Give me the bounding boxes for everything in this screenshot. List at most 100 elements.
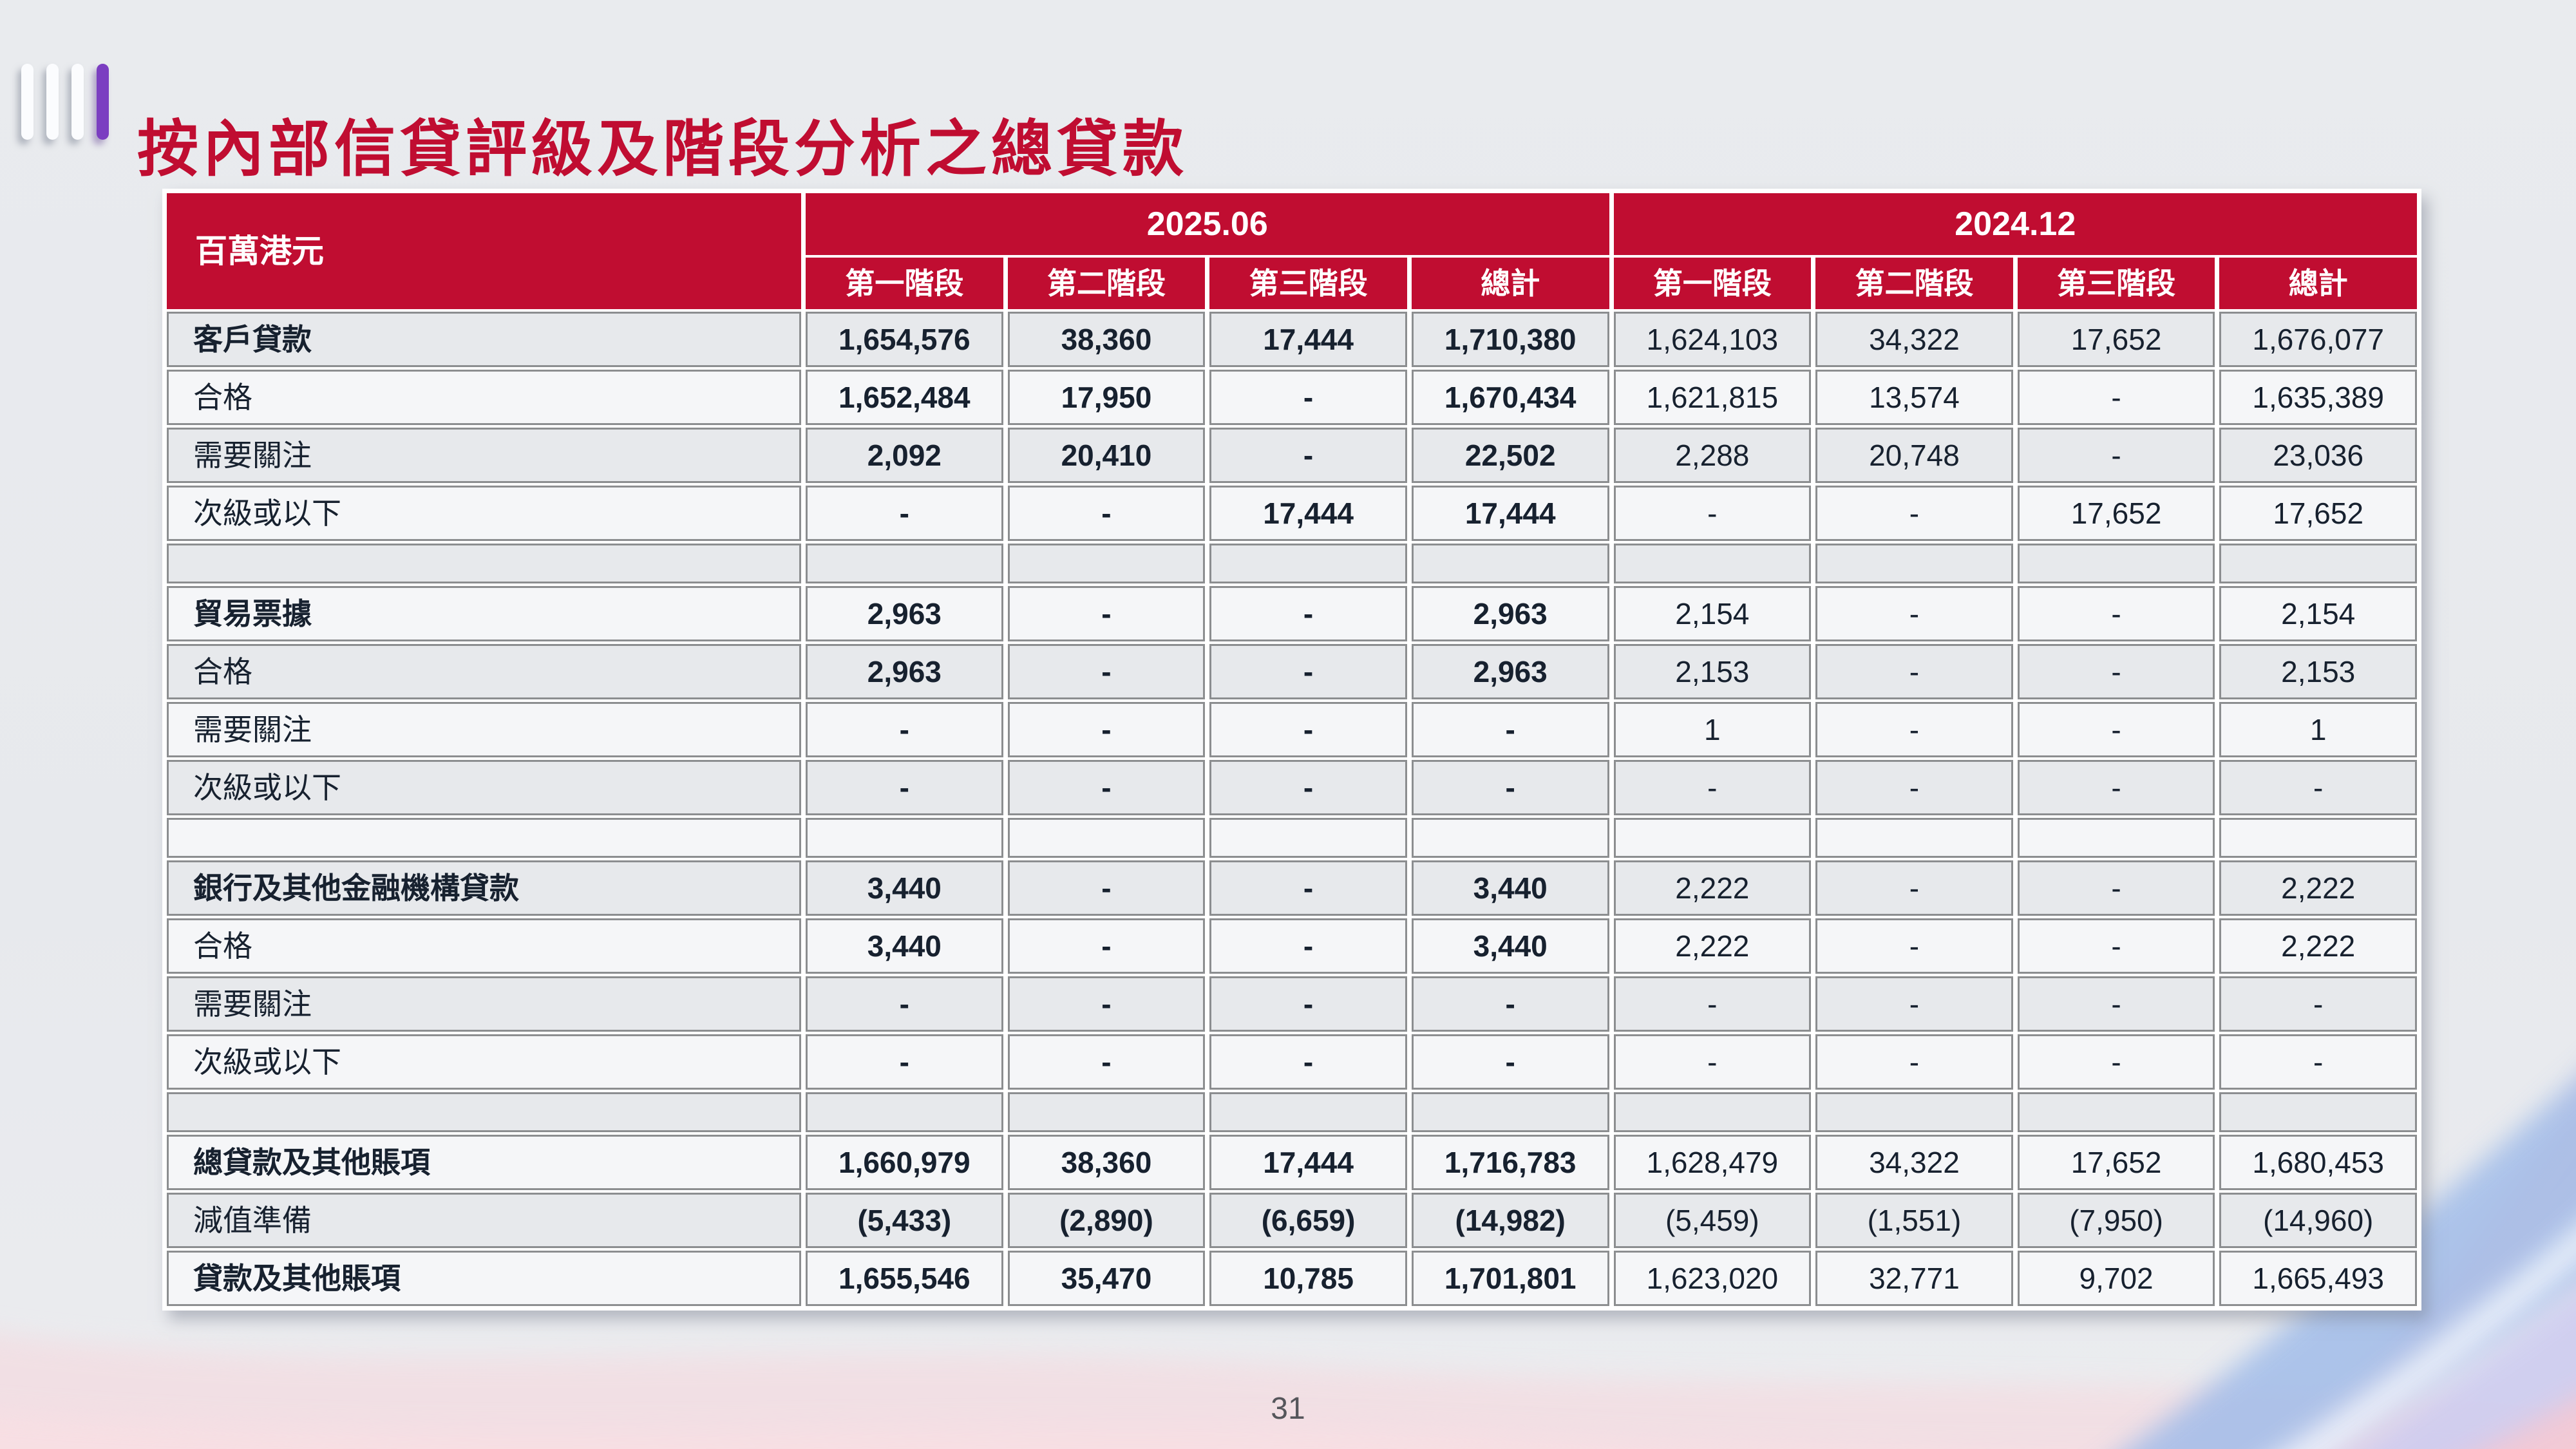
data-cell: 2,963 [1411,586,1609,641]
data-cell: 1,680,453 [2219,1135,2417,1190]
stage2-header-2024: 第二階段 [1815,258,2013,309]
data-cell: - [806,486,1003,541]
data-cell: 17,950 [1007,370,1206,425]
data-cell: - [806,760,1003,815]
data-cell: 20,748 [1815,428,2013,483]
spacer-cell [1411,544,1609,583]
data-cell: - [2017,976,2215,1032]
data-cell: 1,710,380 [1411,312,1609,367]
data-cell: 1,621,815 [1613,370,1812,425]
data-cell: 17,652 [2017,1135,2215,1190]
stage1-header-2024: 第一階段 [1613,258,1812,309]
row-label-cell: 次級或以下 [167,1034,801,1090]
data-cell: 1 [1613,702,1812,757]
data-cell: 2,288 [1613,428,1812,483]
data-cell: 2,092 [806,428,1003,483]
data-cell: 38,360 [1007,312,1206,367]
stage3-header-2024: 第三階段 [2017,258,2215,309]
data-cell: - [1007,860,1206,916]
data-cell: - [1007,586,1206,641]
data-cell: 2,963 [806,586,1003,641]
data-cell: - [1209,370,1407,425]
spacer-cell [2219,818,2417,858]
data-cell: - [1815,702,2013,757]
data-cell: - [806,702,1003,757]
data-cell: 20,410 [1007,428,1206,483]
data-cell: 3,440 [1411,918,1609,974]
data-cell: 3,440 [1411,860,1609,916]
data-cell: - [2017,760,2215,815]
data-cell: 1,623,020 [1613,1251,1812,1306]
data-cell: 1,655,546 [806,1251,1003,1306]
data-cell: - [1007,1034,1206,1090]
data-cell: - [1613,760,1812,815]
data-cell: - [1007,976,1206,1032]
data-cell: 1,624,103 [1613,312,1812,367]
data-cell: - [1007,644,1206,699]
data-cell: - [1411,702,1609,757]
spacer-cell [1815,1092,2013,1132]
data-cell: - [2219,976,2417,1032]
data-cell: 38,360 [1007,1135,1206,1190]
data-cell: - [2017,860,2215,916]
row-label-cell: 貿易票據 [167,586,801,641]
total-header-2024: 總計 [2219,258,2417,309]
data-cell: 22,502 [1411,428,1609,483]
data-cell: - [1815,918,2013,974]
data-cell: (14,960) [2219,1193,2417,1248]
data-cell: - [1209,702,1407,757]
spacer-cell [1007,544,1206,583]
data-cell: - [1613,1034,1812,1090]
data-cell: - [1815,644,2013,699]
data-cell: 2,963 [806,644,1003,699]
row-label-cell: 銀行及其他金融機構貸款 [167,860,801,916]
row-label-cell: 需要關注 [167,976,801,1032]
data-cell: - [1209,644,1407,699]
data-cell: - [1209,760,1407,815]
data-cell: 34,322 [1815,312,2013,367]
data-cell: 1,676,077 [2219,312,2417,367]
data-cell: (1,551) [1815,1193,2013,1248]
period-header-2024-12: 2024.12 [1613,193,2417,255]
spacer-cell [1007,818,1206,858]
data-cell: - [2017,1034,2215,1090]
decor-bar-icon [71,64,84,140]
data-cell: 17,444 [1411,486,1609,541]
data-cell: - [2219,760,2417,815]
spacer-cell [806,544,1003,583]
data-cell: - [2017,428,2215,483]
data-cell: 17,652 [2017,486,2215,541]
spacer-label-cell [167,818,801,858]
spacer-cell [1007,1092,1206,1132]
data-cell: - [1007,486,1206,541]
decor-bar-purple-icon [97,64,109,140]
data-cell: - [1411,976,1609,1032]
data-cell: 13,574 [1815,370,2013,425]
data-cell: - [1815,976,2013,1032]
spacer-cell [2017,544,2215,583]
stage2-header-2025: 第二階段 [1007,258,1206,309]
data-cell: 1,665,493 [2219,1251,2417,1306]
data-cell: (7,950) [2017,1193,2215,1248]
data-cell: 1,716,783 [1411,1135,1609,1190]
data-cell: - [1209,976,1407,1032]
spacer-cell [1209,818,1407,858]
stage1-header-2025: 第一階段 [806,258,1003,309]
data-cell: 17,444 [1209,1135,1407,1190]
spacer-label-cell [167,1092,801,1132]
data-cell: - [1209,586,1407,641]
data-cell: - [2219,1034,2417,1090]
data-cell: 2,153 [1613,644,1812,699]
credit-rating-stage-table: 百萬港元 2025.06 2024.12 第一階段 第二階段 第三階段 總計 第… [162,189,2421,1311]
unit-header-cell: 百萬港元 [167,193,801,309]
data-cell: 3,440 [806,860,1003,916]
page-title: 按內部信貸評級及階段分析之總貸款 [137,115,1189,184]
period-header-2025-06: 2025.06 [806,193,1609,255]
data-cell: - [1209,1034,1407,1090]
data-cell: - [1815,760,2013,815]
page-number: 31 [1271,1392,1305,1426]
spacer-cell [1815,544,2013,583]
spacer-cell [2017,1092,2215,1132]
data-cell: (14,982) [1411,1193,1609,1248]
data-cell: 2,154 [2219,586,2417,641]
